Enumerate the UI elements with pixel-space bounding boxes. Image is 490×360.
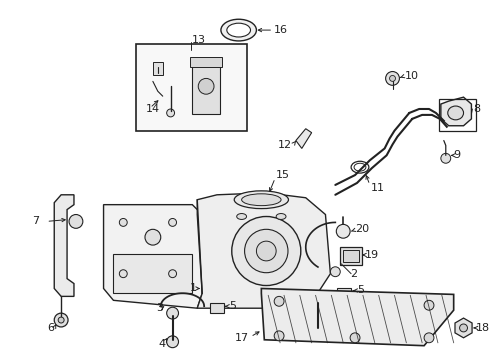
Circle shape — [245, 229, 288, 273]
Polygon shape — [441, 97, 471, 126]
Ellipse shape — [237, 213, 246, 220]
Circle shape — [120, 270, 127, 278]
Text: 5: 5 — [229, 301, 236, 311]
Circle shape — [54, 313, 68, 327]
Bar — [210, 303, 224, 313]
Text: 1: 1 — [190, 283, 197, 293]
Circle shape — [390, 76, 395, 81]
Circle shape — [232, 216, 301, 285]
Circle shape — [145, 229, 161, 245]
Polygon shape — [54, 195, 74, 296]
Text: 16: 16 — [274, 25, 288, 35]
Polygon shape — [261, 288, 454, 346]
Text: 3: 3 — [156, 303, 163, 313]
Bar — [192, 60, 220, 114]
Text: 14: 14 — [146, 104, 160, 114]
Text: 11: 11 — [371, 183, 385, 193]
Text: 2: 2 — [350, 269, 357, 279]
Circle shape — [167, 336, 178, 348]
Bar — [340, 247, 362, 265]
Circle shape — [274, 296, 284, 306]
Text: 12: 12 — [278, 140, 292, 150]
Text: 7: 7 — [32, 216, 40, 226]
Circle shape — [198, 78, 214, 94]
Polygon shape — [197, 193, 330, 308]
Text: 20: 20 — [355, 224, 369, 234]
Circle shape — [167, 307, 178, 319]
Bar — [153, 62, 163, 76]
Ellipse shape — [242, 194, 281, 206]
Circle shape — [330, 267, 340, 276]
Ellipse shape — [221, 19, 256, 41]
Circle shape — [274, 331, 284, 341]
Bar — [136, 44, 246, 131]
Ellipse shape — [448, 106, 464, 120]
Circle shape — [312, 296, 323, 307]
Circle shape — [167, 109, 174, 117]
Circle shape — [69, 215, 83, 228]
Ellipse shape — [227, 23, 250, 37]
Circle shape — [350, 333, 360, 343]
Polygon shape — [296, 129, 312, 148]
Circle shape — [256, 241, 276, 261]
Text: 17: 17 — [234, 333, 248, 343]
Text: 10: 10 — [404, 71, 418, 81]
Text: 15: 15 — [276, 170, 290, 180]
Text: 19: 19 — [365, 250, 379, 260]
Circle shape — [460, 324, 467, 332]
Text: 5: 5 — [357, 285, 364, 296]
Text: 4: 4 — [159, 339, 166, 349]
Ellipse shape — [234, 191, 289, 208]
Circle shape — [424, 300, 434, 310]
Text: 18: 18 — [475, 323, 490, 333]
Polygon shape — [103, 204, 202, 308]
Circle shape — [169, 270, 176, 278]
Text: 6: 6 — [47, 323, 54, 333]
Circle shape — [441, 153, 451, 163]
Text: 13: 13 — [192, 35, 206, 45]
Bar — [337, 288, 351, 298]
Text: 9: 9 — [454, 150, 461, 160]
Bar — [439, 99, 476, 131]
Circle shape — [120, 219, 127, 226]
Circle shape — [169, 219, 176, 226]
Bar — [190, 57, 222, 67]
Circle shape — [336, 224, 350, 238]
Ellipse shape — [276, 213, 286, 220]
Text: 8: 8 — [473, 104, 481, 114]
Circle shape — [58, 317, 64, 323]
Circle shape — [424, 333, 434, 343]
Circle shape — [386, 72, 399, 85]
Circle shape — [312, 324, 323, 336]
Bar — [343, 250, 359, 262]
Bar — [113, 254, 192, 293]
